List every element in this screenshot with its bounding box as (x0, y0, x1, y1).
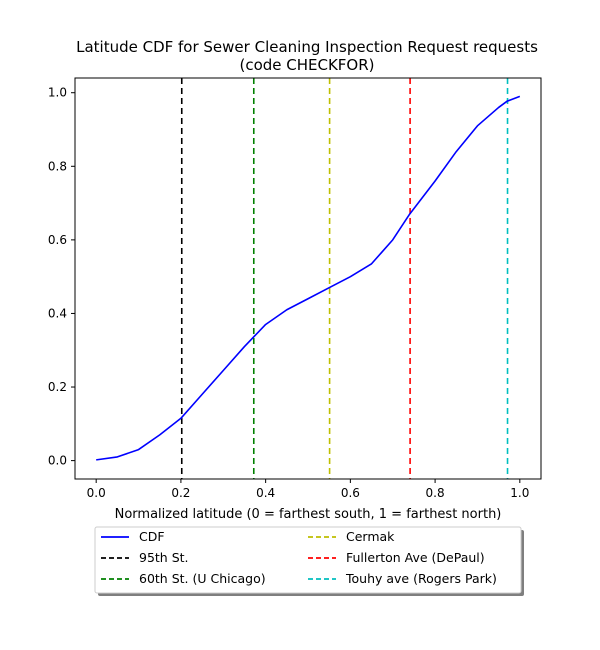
plot-frame (74, 77, 542, 480)
legend-label: CDF (139, 529, 165, 544)
series-line-cdf (96, 95, 521, 461)
chart-title-line-1: Latitude CDF for Sewer Cleaning Inspecti… (76, 38, 538, 56)
legend-label: Fullerton Ave (DePaul) (346, 550, 485, 565)
x-axis-ticks: 0.0 0.2 0.4 0.6 0.8 1.0 (87, 479, 529, 500)
x-tick-label: 0.2 (171, 486, 190, 500)
chart-title-line-2: (code CHECKFOR) (239, 56, 374, 74)
x-axis-label: Normalized latitude (0 = farthest south,… (115, 507, 502, 522)
legend-label: 95th St. (139, 550, 189, 565)
legend-label: Cermak (346, 529, 395, 544)
reference-lines (180, 78, 509, 479)
x-tick-label: 0.0 (87, 486, 106, 500)
y-tick-label: 0.6 (48, 233, 67, 247)
y-tick-label: 0.0 (48, 454, 67, 468)
x-tick-label: 0.8 (426, 486, 445, 500)
legend-label: Touhy ave (Rogers Park) (345, 571, 497, 586)
y-axis-ticks: 0.0 0.2 0.4 0.6 0.8 1.0 (48, 86, 75, 468)
legend-label: 60th St. (U Chicago) (139, 571, 266, 586)
legend-box (94, 526, 522, 594)
x-tick-label: 0.6 (341, 486, 360, 500)
y-tick-label: 0.8 (48, 159, 67, 173)
y-tick-label: 1.0 (48, 86, 67, 100)
y-tick-label: 0.4 (48, 306, 67, 320)
x-tick-label: 1.0 (510, 486, 529, 500)
legend-items: CDF 95th St. 60th St. (U Chicago) Cermak Ful… (101, 529, 497, 586)
legend: CDF 95th St. 60th St. (U Chicago) Cermak Ful… (94, 526, 524, 596)
x-tick-label: 0.4 (256, 486, 275, 500)
y-tick-label: 0.2 (48, 380, 67, 394)
series-layer (96, 95, 521, 461)
